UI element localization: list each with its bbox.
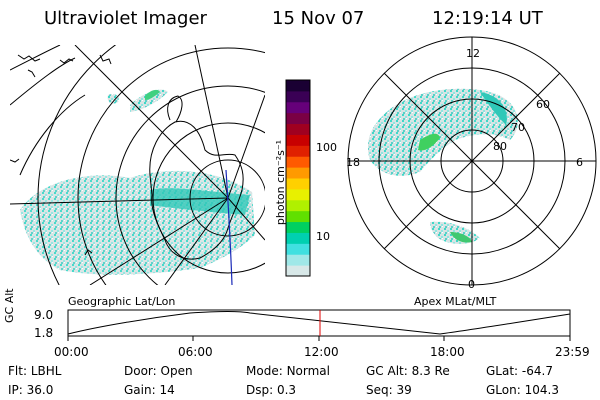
altitude-ylabel: GC Alt: [3, 288, 16, 323]
colorbar-swatch: [286, 80, 310, 92]
aurora-patch-geo: [130, 89, 168, 112]
colorbar-swatch: [286, 254, 310, 266]
altitude-xtick-2359: 23:59: [555, 345, 590, 359]
colorbar-swatch: [286, 123, 310, 135]
date-label: 15 Nov 07: [272, 8, 365, 29]
status-gain: Gain: 14: [124, 383, 175, 397]
colorbar-swatch: [286, 178, 310, 190]
altitude-curve: [67, 311, 571, 335]
colorbar-swatch: [286, 199, 310, 212]
geographic-map: [10, 45, 265, 285]
mlt-label-0: 0: [468, 278, 475, 291]
status-glat: GLat: -64.7: [486, 364, 553, 378]
apex-panel-label: Apex MLat/MLT: [414, 295, 497, 308]
altitude-xtick-1200: 12:00: [304, 345, 339, 359]
status-glon: GLon: 104.3: [486, 383, 559, 397]
lat-label-70: 70: [511, 121, 525, 134]
colorbar-swatch: [286, 145, 310, 157]
colorbar-swatch: [286, 90, 310, 103]
orbit-track: [225, 169, 233, 285]
apex-map: [347, 36, 597, 286]
colorbar-swatch: [286, 210, 310, 223]
coastline-antarctica: [149, 120, 244, 260]
altitude-xtick-0000: 00:00: [54, 345, 89, 359]
lat-label-60: 60: [536, 98, 550, 111]
color-bar: [285, 79, 311, 277]
colorbar-swatch: [286, 156, 310, 168]
colorbar-swatch: [286, 188, 310, 201]
status-flt: Flt: LBHL: [8, 364, 62, 378]
colorbar-swatch: [286, 265, 310, 277]
status-ip: IP: 36.0: [8, 383, 54, 397]
geo-panel-label: Geographic Lat/Lon: [68, 295, 176, 308]
colorbar-tick-100: 100: [316, 141, 337, 154]
colorbar-swatch: [286, 112, 310, 125]
status-gc-alt: GC Alt: 8.3 Re: [366, 364, 450, 378]
status-mode: Mode: Normal: [246, 364, 330, 378]
colorbar-swatch: [286, 221, 310, 233]
altitude-xtick-0600: 06:00: [178, 345, 213, 359]
mlt-label-12: 12: [466, 47, 480, 60]
lat-label-80: 80: [493, 140, 507, 153]
mlt-label-6: 6: [576, 156, 583, 169]
status-dsp: Dsp: 0.3: [246, 383, 297, 397]
colorbar-swatch: [286, 134, 310, 146]
status-door: Door: Open: [124, 364, 193, 378]
aurora-region-geo: [20, 170, 255, 275]
status-seq: Seq: 39: [366, 383, 412, 397]
colorbar-swatch: [286, 243, 310, 255]
time-label: 12:19:14 UT: [432, 8, 543, 29]
altitude-xtick-1800: 18:00: [430, 345, 465, 359]
colorbar-swatch: [286, 101, 310, 114]
colorbar-swatch: [286, 232, 310, 244]
altitude-ytick-max: 9.0: [34, 308, 54, 322]
colorbar-unit: photon cm⁻²s⁻¹: [274, 139, 288, 226]
altitude-plot: [67, 309, 571, 341]
altitude-ytick-min: 1.8: [34, 326, 54, 340]
colorbar-tick-10: 10: [316, 230, 330, 243]
colorbar-swatch: [286, 167, 310, 179]
mlt-label-18: 18: [346, 156, 360, 169]
instrument-title: Ultraviolet Imager: [44, 8, 207, 29]
